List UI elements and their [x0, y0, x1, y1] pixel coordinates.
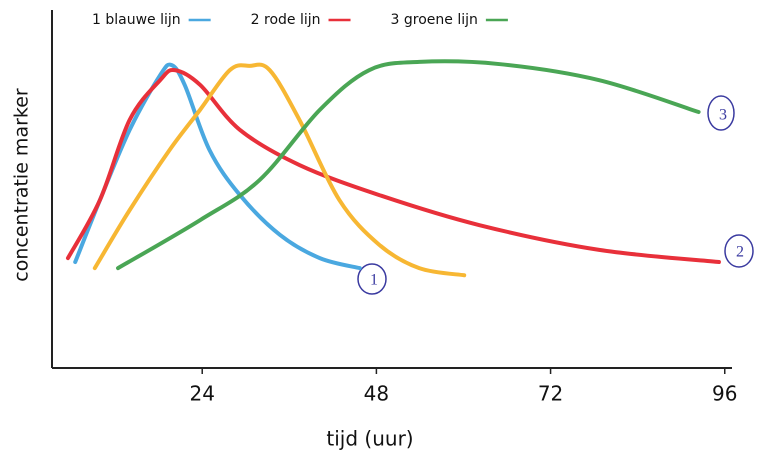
- annotation: 1: [370, 272, 378, 289]
- x-tick-label: 48: [364, 382, 389, 406]
- annotation-circle: [707, 95, 735, 131]
- annotation-circle: [724, 234, 754, 268]
- line: [92, 62, 467, 278]
- x-tick-label: 72: [538, 382, 563, 406]
- annotation: 3: [719, 107, 727, 124]
- legend-label: 1 blauwe lijn: [92, 12, 181, 28]
- x-tick-label: 96: [712, 382, 737, 406]
- x-axis-label: tijd (uur): [326, 427, 413, 451]
- annotation-circle: [357, 263, 387, 295]
- line: [116, 59, 701, 271]
- line: [65, 68, 721, 265]
- y-axis-label: concentratie marker: [11, 88, 33, 282]
- legend-label: 2 rode lijn: [251, 12, 321, 28]
- annotation: 2: [736, 244, 744, 261]
- x-tick-label: 24: [189, 382, 214, 406]
- legend-label: 3 groene lijn: [391, 12, 478, 28]
- line: [73, 62, 362, 271]
